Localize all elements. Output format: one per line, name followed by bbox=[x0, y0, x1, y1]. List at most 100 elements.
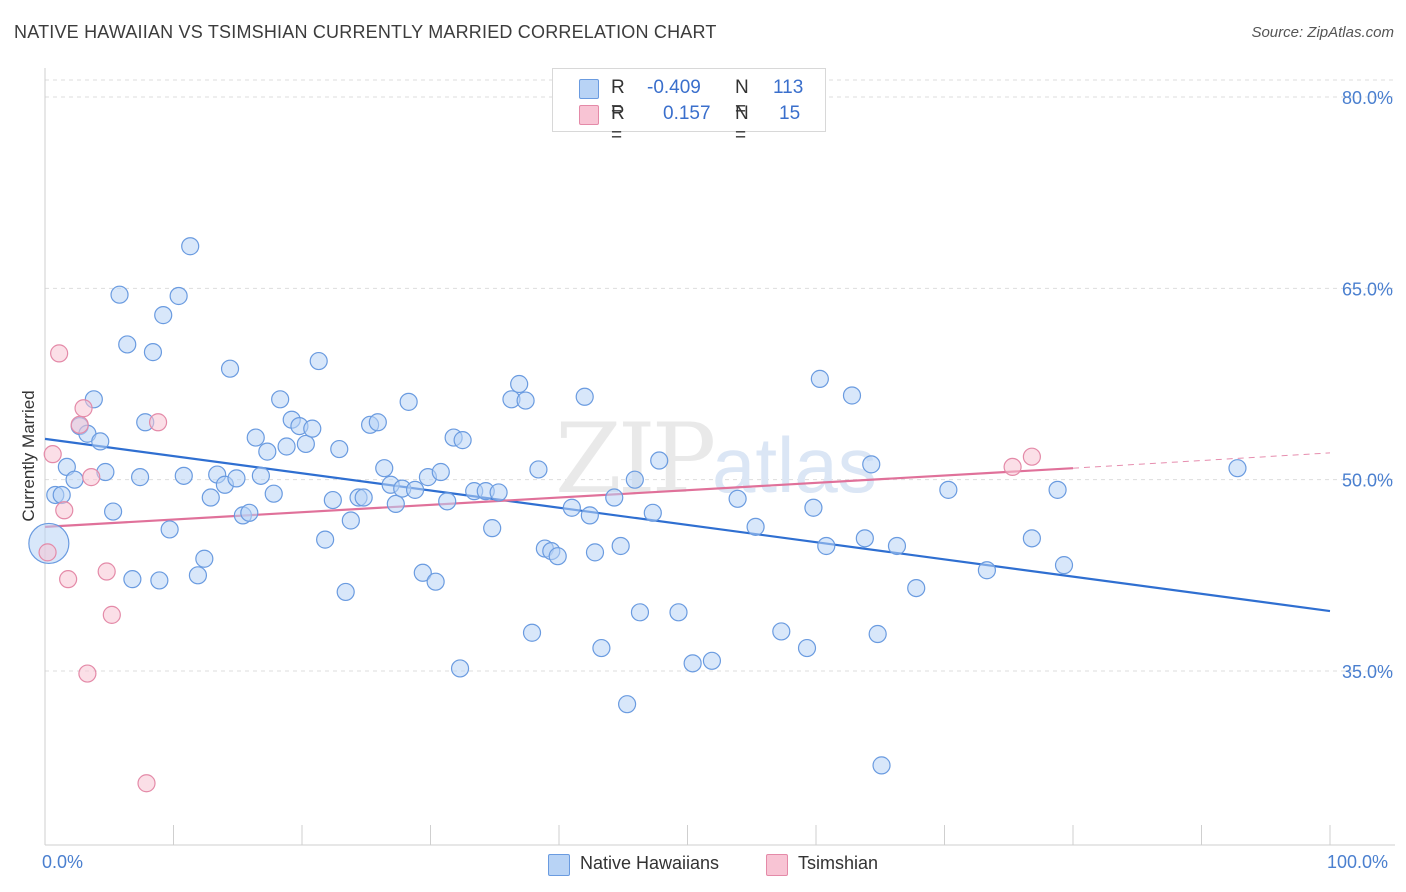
y-tick-label: 35.0% bbox=[1342, 662, 1393, 682]
data-point bbox=[887, 536, 907, 556]
data-point bbox=[817, 536, 836, 556]
data-point bbox=[74, 399, 93, 418]
x-axis-max-label: 100.0% bbox=[1327, 852, 1389, 872]
data-point bbox=[50, 344, 69, 363]
data-point bbox=[580, 506, 599, 525]
data-point bbox=[516, 391, 535, 410]
y-tick-label: 80.0% bbox=[1342, 88, 1393, 108]
data-point bbox=[82, 468, 101, 487]
data-point bbox=[669, 603, 688, 622]
data-point bbox=[354, 488, 373, 507]
data-point bbox=[650, 451, 669, 470]
data-point bbox=[220, 359, 240, 378]
data-point bbox=[438, 492, 457, 511]
chart-title: NATIVE HAWAIIAN VS TSIMSHIAN CURRENTLY M… bbox=[14, 22, 717, 42]
data-point bbox=[548, 547, 567, 566]
data-point bbox=[1054, 556, 1074, 575]
data-point bbox=[575, 387, 594, 406]
n-value: 15 bbox=[779, 103, 801, 124]
data-point bbox=[97, 562, 116, 581]
data-point bbox=[611, 536, 630, 556]
data-point bbox=[181, 237, 200, 256]
data-point bbox=[309, 351, 328, 371]
data-point bbox=[450, 659, 470, 678]
r-label: R = bbox=[611, 77, 625, 120]
data-points bbox=[28, 237, 1247, 793]
legend-label: Native Hawaiians bbox=[580, 853, 720, 873]
y-tick-label: 65.0% bbox=[1342, 279, 1393, 299]
watermark: ZIP atlas bbox=[555, 403, 877, 515]
data-point bbox=[368, 413, 387, 432]
data-point bbox=[38, 543, 57, 562]
tsimshian-swatch bbox=[766, 854, 788, 876]
y-axis-label: Currently Married bbox=[19, 390, 38, 522]
data-point bbox=[104, 502, 123, 521]
tsimshian-swatch bbox=[579, 105, 599, 125]
data-point bbox=[855, 529, 874, 548]
data-point bbox=[130, 468, 150, 487]
r-value: 0.157 bbox=[663, 103, 711, 124]
data-point bbox=[399, 392, 418, 411]
data-point bbox=[43, 445, 62, 464]
data-point bbox=[868, 624, 887, 644]
n-label: N = bbox=[735, 77, 749, 120]
data-point bbox=[137, 774, 156, 793]
data-point bbox=[405, 480, 425, 499]
data-point bbox=[522, 623, 542, 642]
data-point bbox=[316, 530, 335, 549]
data-point bbox=[258, 442, 277, 461]
data-point bbox=[143, 343, 163, 362]
data-point bbox=[728, 489, 747, 508]
data-point bbox=[426, 572, 445, 591]
data-point bbox=[804, 498, 823, 517]
data-point bbox=[296, 434, 315, 454]
y-tick-label: 50.0% bbox=[1342, 471, 1393, 491]
data-point bbox=[797, 638, 817, 658]
x-axis-min-label: 0.0% bbox=[42, 852, 84, 872]
data-point bbox=[592, 638, 611, 658]
data-point bbox=[78, 664, 97, 683]
r-value: -0.409 bbox=[647, 77, 701, 98]
data-point bbox=[842, 386, 862, 405]
data-point bbox=[55, 501, 74, 520]
data-point bbox=[643, 503, 662, 522]
data-point bbox=[605, 488, 624, 507]
data-point bbox=[562, 498, 581, 517]
data-point bbox=[618, 695, 637, 714]
data-point bbox=[70, 415, 89, 434]
data-point bbox=[529, 460, 548, 479]
data-point bbox=[330, 439, 349, 459]
data-point bbox=[1228, 459, 1247, 478]
data-point bbox=[160, 520, 179, 539]
trend-line-extension bbox=[1072, 452, 1331, 469]
data-point bbox=[1003, 457, 1022, 477]
data-point bbox=[453, 431, 472, 450]
data-point bbox=[489, 483, 508, 502]
stats-legend-box: R = -0.409 N = 113 R = 0.157 N = 15 bbox=[552, 68, 826, 146]
data-point bbox=[246, 428, 265, 447]
data-point bbox=[59, 570, 78, 589]
data-point bbox=[154, 306, 173, 325]
data-point bbox=[862, 455, 881, 474]
data-point bbox=[872, 756, 891, 775]
data-point bbox=[251, 466, 270, 485]
data-point bbox=[746, 517, 765, 536]
data-point bbox=[148, 413, 168, 432]
data-point bbox=[413, 563, 432, 582]
data-point bbox=[169, 286, 188, 306]
data-point bbox=[625, 470, 644, 489]
data-point bbox=[375, 459, 394, 478]
data-point bbox=[123, 570, 142, 589]
data-point bbox=[1022, 447, 1041, 466]
data-point bbox=[118, 335, 137, 354]
chart-source: Source: ZipAtlas.com bbox=[1251, 24, 1394, 41]
data-point bbox=[323, 490, 342, 510]
data-point bbox=[772, 622, 791, 641]
data-point bbox=[201, 488, 220, 507]
native-hawaiians-swatch bbox=[579, 79, 599, 99]
data-point bbox=[264, 484, 283, 503]
data-point bbox=[386, 494, 405, 514]
data-point bbox=[91, 432, 110, 451]
n-label: N = bbox=[735, 103, 749, 146]
